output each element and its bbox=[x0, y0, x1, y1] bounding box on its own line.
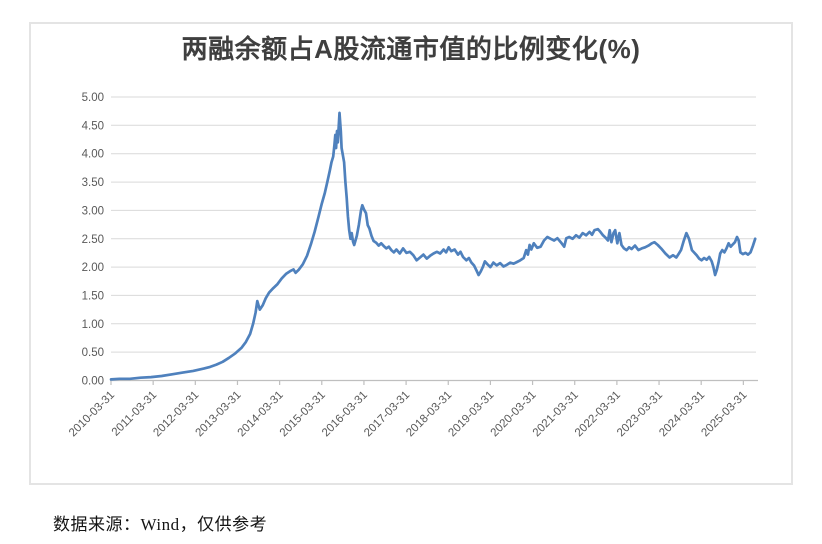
y-axis-tick-label: 0.50 bbox=[82, 347, 104, 359]
y-axis-tick-label: 2.50 bbox=[82, 234, 104, 246]
y-axis-tick-label: 2.00 bbox=[82, 262, 104, 274]
source-note: 数据来源：Wind，仅供参考 bbox=[53, 515, 268, 534]
chart-title: 两融余额占A股流通市值的比例变化(%) bbox=[181, 34, 641, 64]
x-axis-tick-label: 2025-03-31 bbox=[699, 389, 749, 439]
data-series-line bbox=[109, 111, 757, 381]
y-axis-tick-label: 0.00 bbox=[82, 376, 104, 388]
y-axis-tick-label: 1.00 bbox=[82, 319, 104, 331]
y-axis-tick-label: 5.00 bbox=[82, 92, 104, 104]
y-axis-tick-label: 3.00 bbox=[82, 205, 104, 217]
y-axis-tick-label: 1.50 bbox=[82, 290, 104, 302]
y-axis-tick-label: 3.50 bbox=[82, 177, 104, 189]
x-axis-tick-label: 2010-03-31 bbox=[67, 389, 117, 439]
y-axis-tick-label: 4.50 bbox=[82, 120, 104, 132]
y-axis-tick-label: 4.00 bbox=[82, 149, 104, 161]
